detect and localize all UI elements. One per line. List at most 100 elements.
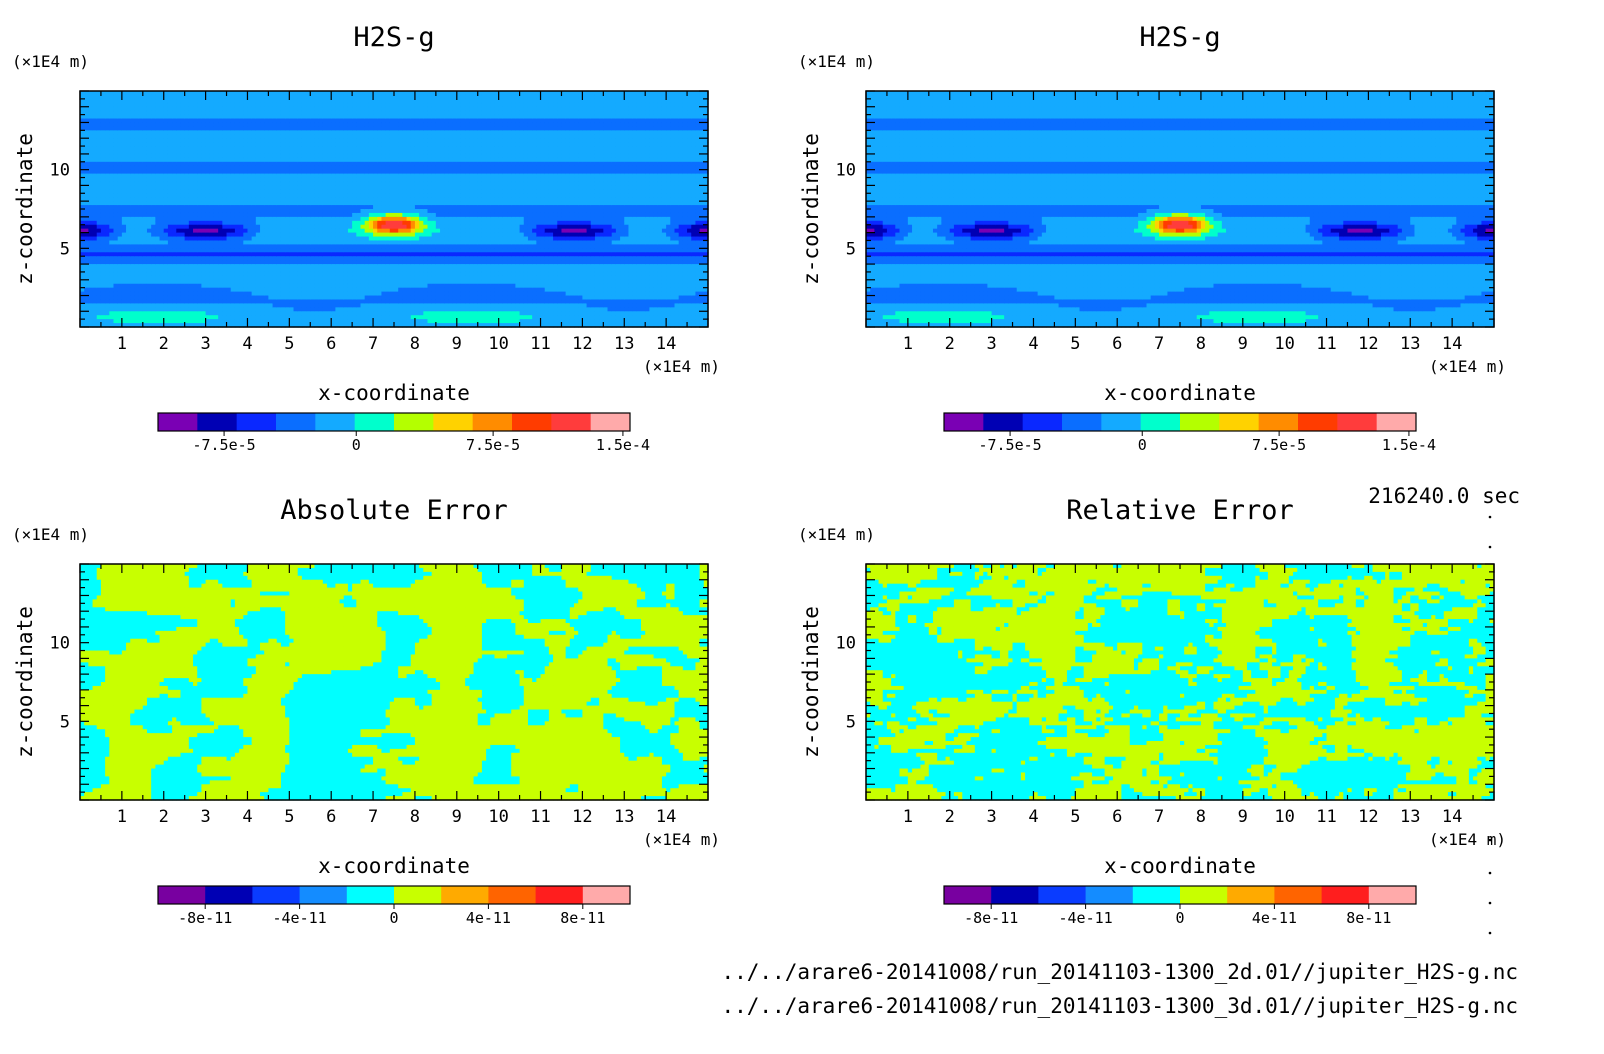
heatmap-cell (260, 229, 265, 234)
heatmap-cell (222, 248, 227, 253)
heatmap-cell (101, 217, 106, 222)
heatmap-cell (189, 170, 194, 175)
heatmap-cell (268, 122, 273, 127)
heatmap-cell (160, 178, 165, 183)
heatmap-cell (201, 284, 206, 289)
heatmap-cell (105, 252, 110, 257)
heatmap-cell (243, 248, 248, 253)
heatmap-cell (264, 288, 269, 293)
heatmap-cell (113, 296, 118, 301)
heatmap-cell (289, 181, 294, 186)
heatmap-cell (113, 174, 118, 179)
heatmap-cell (277, 213, 282, 218)
heatmap-cell (176, 166, 181, 171)
heatmap-cell (130, 119, 135, 124)
heatmap-cell (239, 209, 244, 214)
heatmap-cell (281, 142, 286, 147)
heatmap-cell (273, 146, 278, 151)
heatmap-cell (214, 150, 219, 155)
heatmap-cell (302, 162, 307, 167)
heatmap-cell (118, 217, 123, 222)
heatmap-cell (294, 111, 299, 116)
heatmap-cell (298, 303, 303, 308)
heatmap-cell (143, 138, 148, 143)
heatmap-cell (285, 103, 290, 108)
heatmap-cell (189, 252, 194, 257)
heatmap-cell (93, 103, 98, 108)
heatmap-cell (193, 174, 198, 179)
heatmap-cell (252, 95, 257, 100)
heatmap-cell (227, 256, 232, 261)
heatmap-cell (306, 134, 311, 139)
heatmap-cell (134, 201, 139, 206)
heatmap-cell (88, 260, 93, 265)
heatmap-cell (239, 146, 244, 151)
heatmap-cell (222, 229, 227, 234)
heatmap-cell (239, 225, 244, 230)
heatmap-cell (302, 276, 307, 281)
heatmap-cell (294, 233, 299, 238)
heatmap-cell (302, 154, 307, 159)
heatmap-cell (298, 221, 303, 226)
heatmap-cell (222, 99, 227, 104)
heatmap-cell (88, 201, 93, 206)
heatmap-cell (134, 268, 139, 273)
heatmap-cell (122, 181, 127, 186)
heatmap-cell (164, 229, 169, 234)
heatmap-cell (139, 315, 144, 320)
heatmap-cell (122, 272, 127, 277)
heatmap-cell (260, 303, 265, 308)
heatmap-cell (277, 197, 282, 202)
heatmap-cell (306, 193, 311, 198)
heatmap-cell (113, 103, 118, 108)
heatmap-cell (139, 209, 144, 214)
heatmap-cell (281, 158, 286, 163)
heatmap-cell (126, 178, 131, 183)
heatmap-cell (151, 276, 156, 281)
heatmap-cell (227, 99, 232, 104)
heatmap-cell (189, 142, 194, 147)
heatmap-cell (155, 276, 160, 281)
heatmap-cell (164, 138, 169, 143)
heatmap-cell (285, 264, 290, 269)
heatmap-cell (84, 193, 89, 198)
heatmap-cell (193, 319, 198, 324)
heatmap-cell (218, 296, 223, 301)
heatmap-cell (151, 146, 156, 151)
heatmap-cell (126, 244, 131, 249)
heatmap-cell (172, 150, 177, 155)
heatmap-cell (105, 138, 110, 143)
heatmap-cell (231, 193, 236, 198)
heatmap-cell (273, 158, 278, 163)
heatmap-cell (126, 209, 131, 214)
heatmap-cell (164, 95, 169, 100)
heatmap-cell (130, 134, 135, 139)
heatmap-cell (247, 185, 252, 190)
heatmap-cell (277, 280, 282, 285)
heatmap-cell (264, 260, 269, 265)
heatmap-cell (109, 103, 114, 108)
heatmap-cell (268, 170, 273, 175)
heatmap-cell (101, 209, 106, 214)
heatmap-cell (243, 284, 248, 289)
heatmap-cell (214, 103, 219, 108)
heatmap-cell (235, 142, 240, 147)
heatmap-cell (122, 142, 127, 147)
heatmap-cell (105, 174, 110, 179)
heatmap-cell (126, 319, 131, 324)
heatmap-cell (252, 174, 257, 179)
heatmap-cell (109, 185, 114, 190)
heatmap-cell (160, 201, 165, 206)
heatmap-cell (201, 229, 206, 234)
heatmap-cell (109, 205, 114, 210)
heatmap-cell (189, 299, 194, 304)
heatmap-cell (201, 107, 206, 112)
heatmap-cell (214, 142, 219, 147)
heatmap-cell (264, 233, 269, 238)
heatmap-cell (302, 181, 307, 186)
heatmap-cell (122, 193, 127, 198)
heatmap-cell (306, 119, 311, 124)
heatmap-cell (118, 303, 123, 308)
heatmap-cell (185, 217, 190, 222)
heatmap-cell (172, 299, 177, 304)
